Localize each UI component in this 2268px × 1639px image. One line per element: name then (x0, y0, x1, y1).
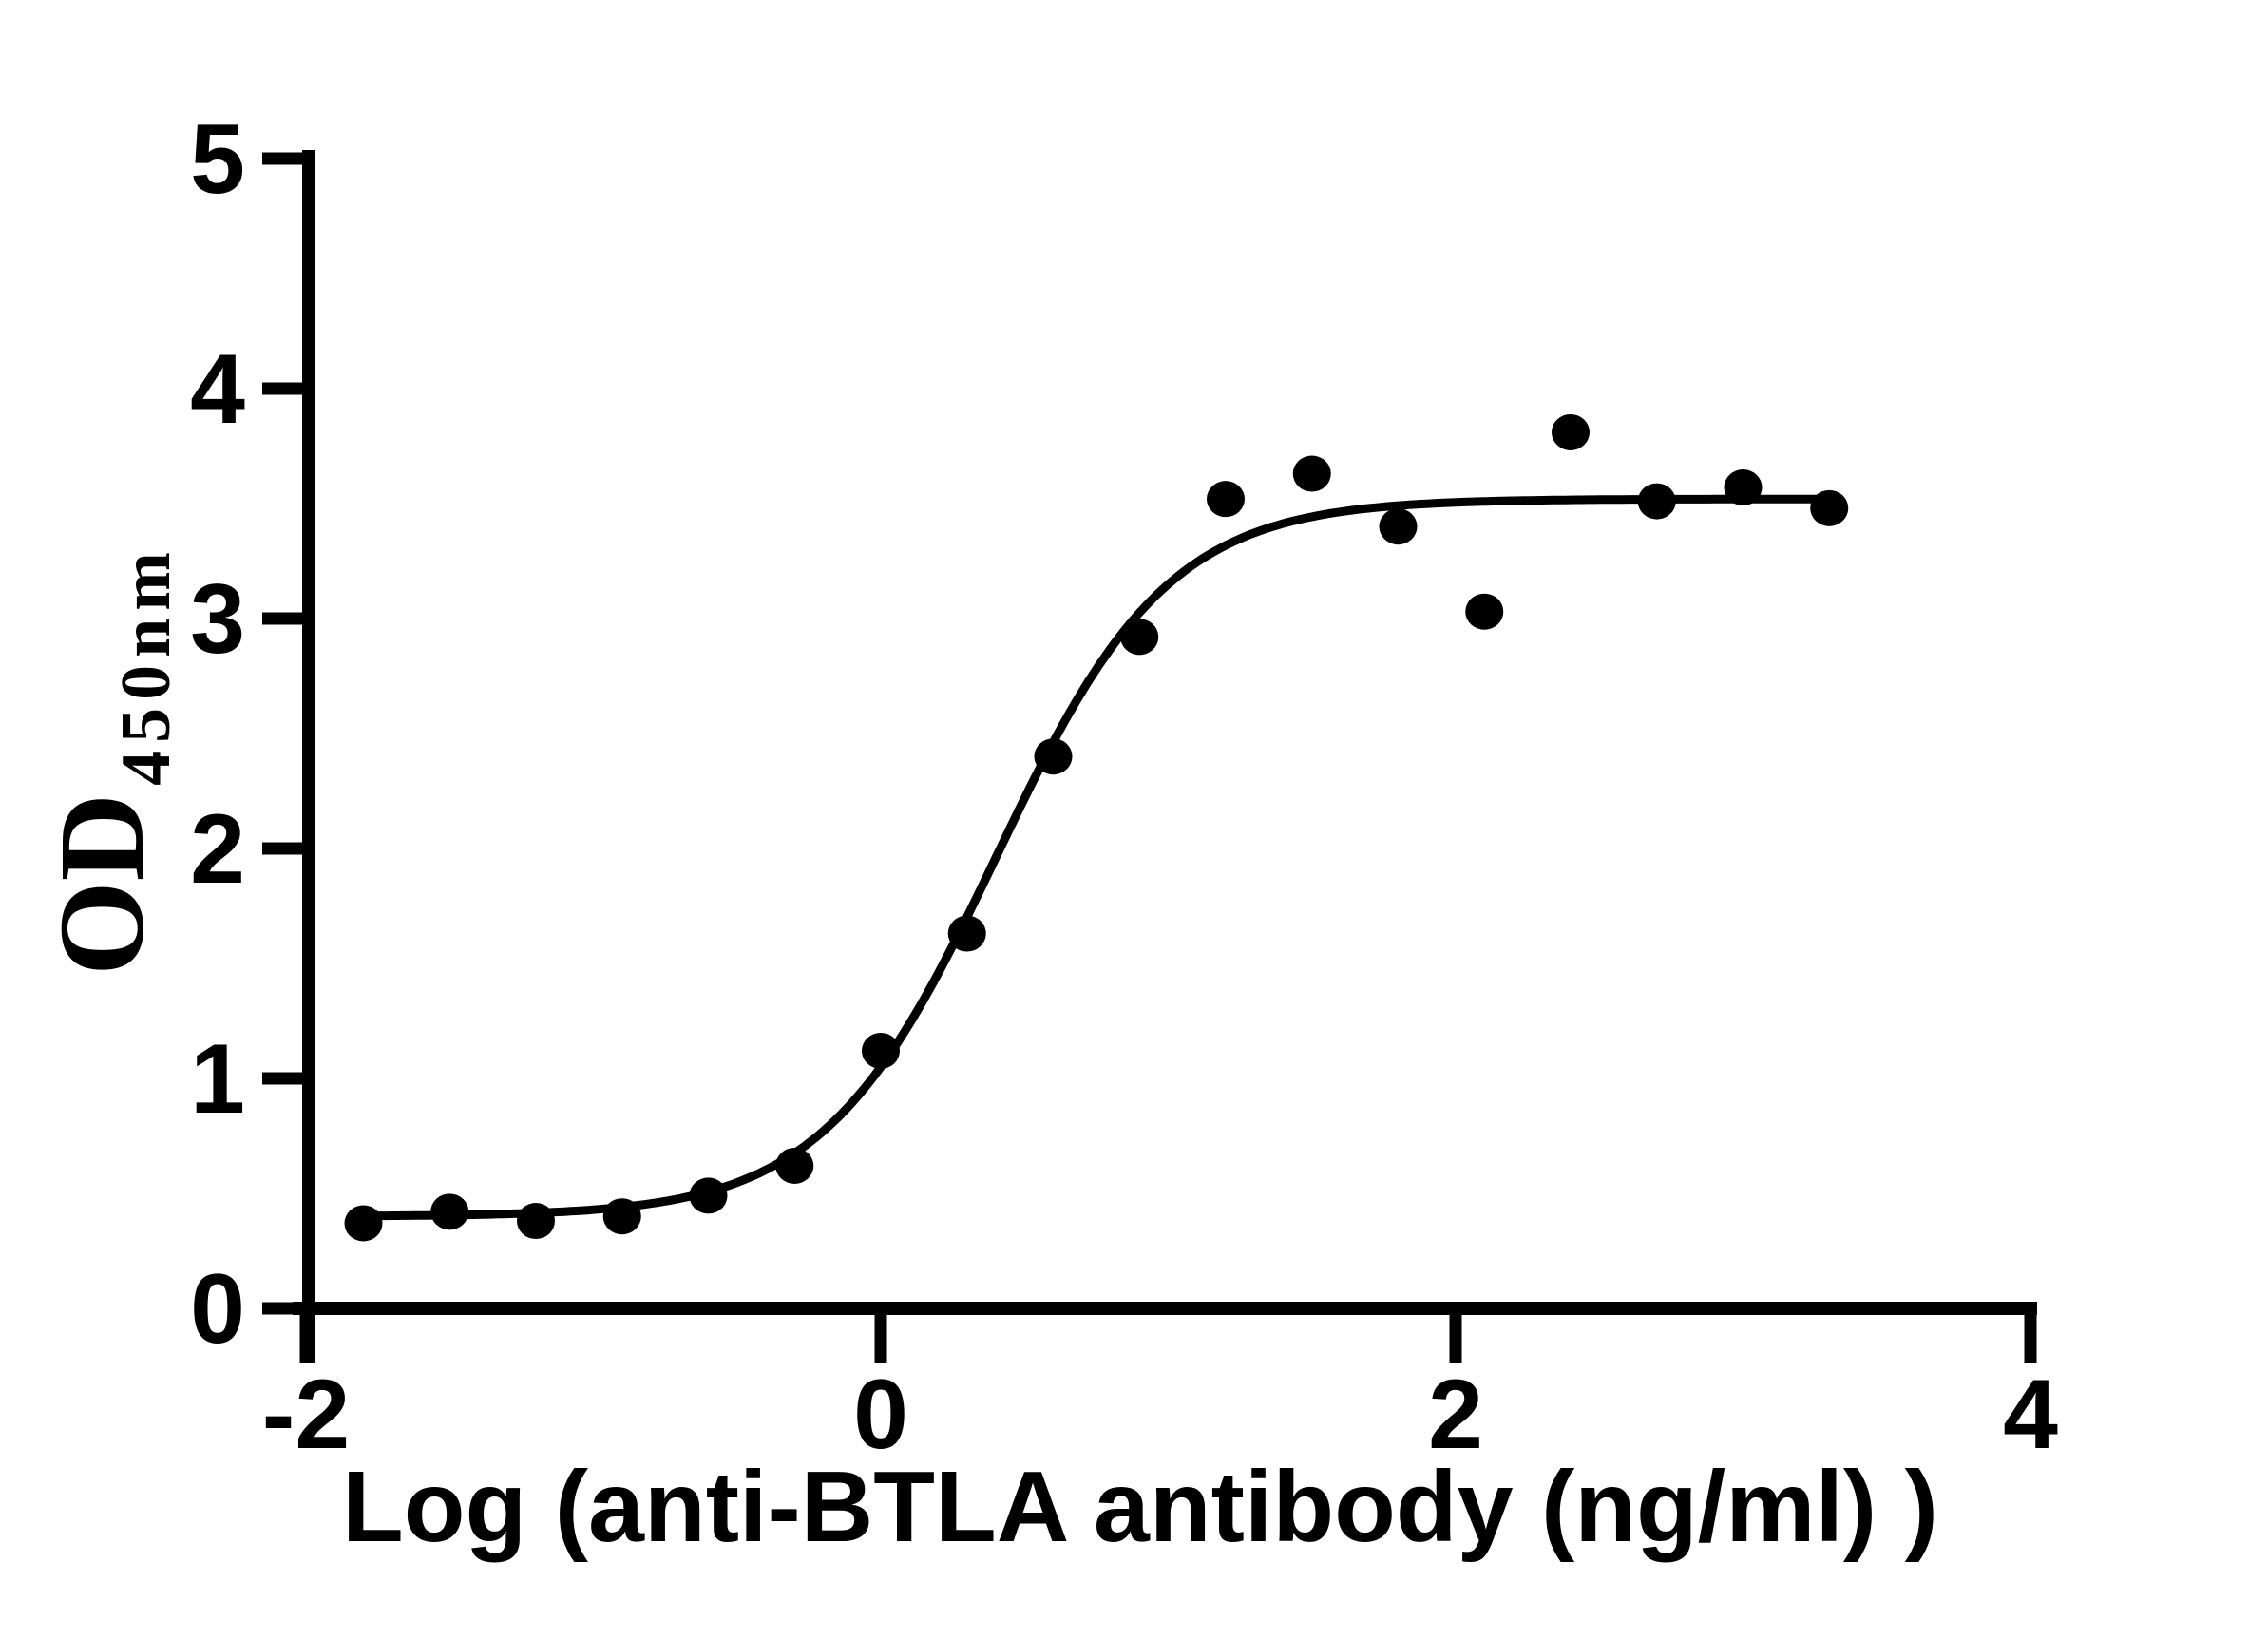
data-point (430, 1193, 469, 1230)
data-point (947, 915, 986, 952)
x-tick-mark (2024, 1315, 2037, 1363)
y-tick-label: 0 (190, 1254, 245, 1364)
data-point (1465, 593, 1504, 630)
fit-curve-group (359, 494, 1828, 1221)
data-point (1120, 619, 1159, 656)
y-axis-title-main: OD (34, 793, 169, 976)
data-point (1292, 455, 1331, 492)
x-axis-ticks (299, 1315, 2037, 1363)
data-point (517, 1203, 555, 1240)
y-tick-mark (262, 152, 306, 165)
data-point (689, 1177, 728, 1214)
y-tick-mark (262, 612, 306, 625)
y-tick-label: 2 (190, 794, 245, 905)
data-point (1379, 508, 1418, 545)
data-point (1724, 469, 1763, 506)
y-axis-ticks (262, 152, 306, 1315)
y-tick-label: 1 (190, 1024, 245, 1134)
x-tick-mark (874, 1315, 887, 1363)
y-tick-label: 3 (190, 564, 245, 675)
x-tick-label: 0 (853, 1360, 908, 1470)
x-tick-label: 2 (1428, 1360, 1483, 1470)
fit-curve (359, 494, 1828, 1221)
data-point (862, 1032, 900, 1069)
y-tick-labels: 0 1 2 3 4 5 (190, 105, 245, 1364)
x-tick-label: 4 (2003, 1360, 2058, 1470)
y-tick-mark (262, 1072, 306, 1085)
data-point (344, 1205, 383, 1242)
data-point (1034, 738, 1073, 775)
data-point (1552, 413, 1590, 450)
y-tick-label: 4 (190, 334, 245, 445)
x-axis-title: Log (anti-BTLA antibody (ng/ml) ) (342, 1451, 1938, 1563)
y-tick-mark (262, 382, 306, 395)
data-point (1637, 483, 1676, 520)
y-axis-spine (302, 150, 315, 1363)
data-point (775, 1147, 814, 1184)
x-axis-spine (293, 1302, 2037, 1315)
x-tick-labels: -2 0 2 4 (262, 1360, 2058, 1470)
data-point (1207, 481, 1245, 518)
y-axis-title: OD 450nm (34, 544, 185, 976)
data-points-group (344, 413, 1849, 1242)
y-axis-title-subscript: 450nm (107, 544, 185, 786)
y-tick-mark (262, 842, 306, 855)
x-tick-mark (1449, 1315, 1462, 1363)
x-tick-label: -2 (262, 1360, 350, 1470)
data-point (1810, 489, 1849, 526)
data-point (602, 1198, 641, 1235)
y-tick-label: 5 (190, 105, 245, 215)
